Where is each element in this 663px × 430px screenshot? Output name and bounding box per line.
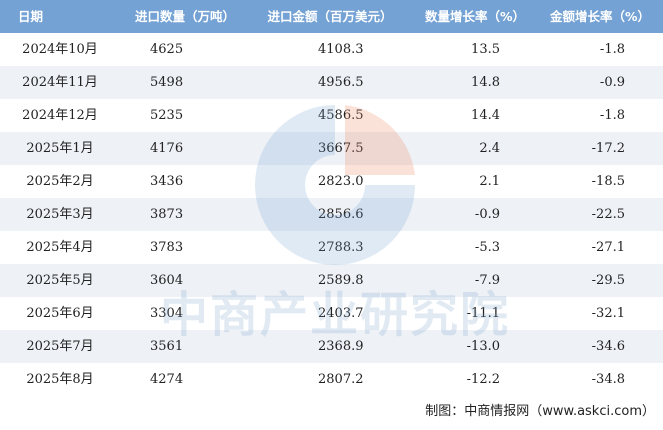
table-cell: -18.5 — [591, 174, 625, 189]
table-cell: 2025年4月 — [26, 240, 94, 255]
table-cell: -11.1 — [466, 306, 500, 321]
row-bg — [0, 330, 663, 363]
table-cell: 3667.5 — [318, 141, 364, 156]
table-cell: 2403.7 — [318, 306, 364, 321]
table-cell: 2025年6月 — [26, 306, 94, 321]
table-cell: 2024年12月 — [22, 108, 98, 123]
table-cell: 13.5 — [471, 42, 500, 57]
table-cell: 3436 — [150, 174, 184, 189]
header-cell: 进口金额（百万美元） — [267, 9, 393, 24]
table-cell: 14.8 — [471, 75, 500, 90]
table-cell: 3873 — [150, 207, 184, 222]
table-cell: -12.2 — [466, 372, 500, 387]
table-cell: 2.1 — [479, 174, 500, 189]
table-cell: -32.1 — [591, 306, 625, 321]
logo-watermark — [255, 105, 415, 265]
table-cell: 4108.3 — [318, 42, 364, 57]
footer: 制图：中商情报网（www.askci.com） — [425, 404, 655, 419]
header-cell: 数量增长率（%） — [424, 9, 526, 24]
table-cell: 3604 — [150, 273, 184, 288]
table-cell: 2025年2月 — [26, 174, 94, 189]
table-cell: 4625 — [150, 42, 184, 57]
table-cell: 2.4 — [479, 141, 500, 156]
table-cell: 2823.0 — [318, 174, 364, 189]
table-cell: 2025年7月 — [26, 339, 94, 354]
table-cell: 2024年10月 — [22, 42, 98, 57]
table-cell: 4274 — [150, 372, 184, 387]
table-cell: -1.8 — [599, 108, 625, 123]
table-cell: 2788.3 — [318, 231, 364, 264]
table-cell: -5.3 — [474, 240, 500, 255]
table-cell: 2368.9 — [318, 339, 364, 354]
row-bg — [0, 99, 663, 132]
row-bg — [0, 198, 663, 231]
table-cell: -34.8 — [591, 372, 625, 387]
table-cell: -34.6 — [591, 339, 625, 354]
watermark: 中商产业研究院 — [160, 287, 511, 343]
row-bg — [0, 132, 663, 165]
table-cell: 4176 — [150, 141, 184, 156]
row-bg — [0, 264, 663, 297]
table-cell: 5498 — [150, 75, 184, 90]
table-cell: 2025年5月 — [26, 273, 94, 288]
row-bg — [0, 231, 663, 264]
header-cell: 日期 — [18, 9, 44, 24]
table-cell: -27.1 — [591, 240, 625, 255]
header-bg — [0, 0, 663, 33]
table-cell: 4956.5 — [318, 75, 364, 90]
row-bg — [0, 66, 663, 99]
table-cell: -0.9 — [474, 207, 500, 222]
table-cell: 2589.8 — [318, 273, 364, 288]
table-cell: 14.4 — [471, 108, 500, 123]
table-cell: 3783 — [150, 240, 184, 255]
table-cell: 4586.5 — [318, 108, 364, 123]
header-cell: 进口数量（万吨） — [134, 9, 236, 24]
header-cell: 金额增长率（%） — [549, 9, 651, 24]
row-bg — [0, 165, 663, 198]
table-cell: -1.8 — [599, 42, 625, 57]
table-cell: 2024年11月 — [22, 75, 98, 90]
table-cell: 2025年8月 — [26, 372, 94, 387]
table-cell: 5235 — [150, 108, 184, 123]
row-bg — [0, 33, 663, 66]
table-cell: 2025年1月 — [26, 141, 94, 156]
table-cell: -29.5 — [591, 273, 625, 288]
table-cell: 2856.6 — [318, 198, 364, 231]
row-bg — [0, 297, 663, 330]
table-cell: -22.5 — [591, 207, 625, 222]
table-cell: -0.9 — [599, 75, 625, 90]
table-cell: 2025年3月 — [26, 207, 94, 222]
table-cell: -7.9 — [474, 273, 500, 288]
table-cell: 2807.2 — [318, 372, 364, 387]
table-cell: -17.2 — [591, 141, 625, 156]
row-bg — [0, 363, 663, 396]
table-cell: 3304 — [150, 306, 184, 321]
table-cell: -13.0 — [466, 339, 500, 354]
table-cell: 3561 — [150, 339, 184, 354]
